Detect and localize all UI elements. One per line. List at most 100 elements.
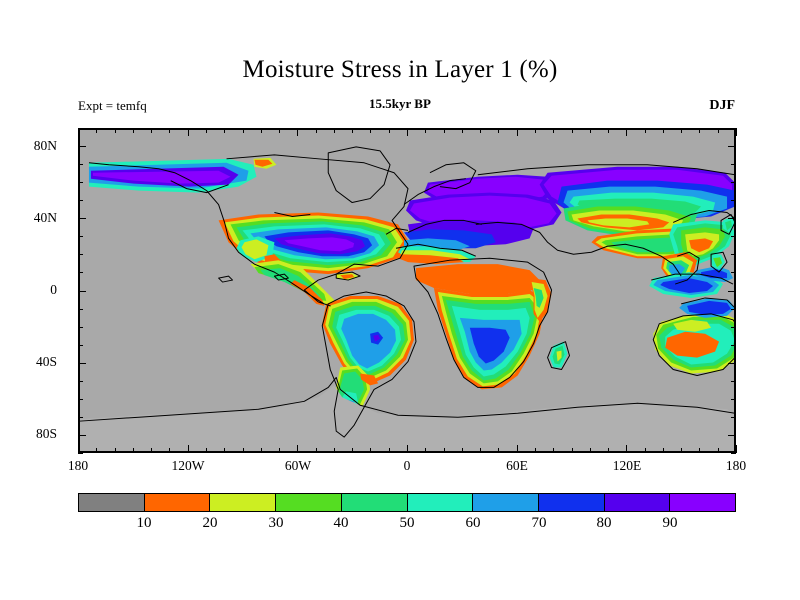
xtick-mark-top bbox=[608, 128, 610, 133]
colorbar-swatch-0-10 bbox=[79, 494, 144, 511]
ytick-mark bbox=[78, 146, 86, 148]
ytick-mark-right bbox=[731, 182, 736, 184]
xtick-mark-top bbox=[242, 128, 244, 133]
ytick-mark bbox=[78, 290, 86, 292]
ytick-mark-right bbox=[731, 380, 736, 382]
colorbar-swatch-40-50 bbox=[340, 494, 407, 511]
xtick-mark-top bbox=[333, 128, 335, 133]
map-svg bbox=[79, 129, 735, 452]
xtick-mark-top bbox=[260, 128, 262, 133]
xtick-mark-top bbox=[443, 128, 445, 133]
ytick-mark-right bbox=[731, 416, 736, 418]
xtick-mark-top bbox=[461, 128, 463, 133]
xtick-mark bbox=[297, 445, 299, 453]
ytick-mark-right bbox=[731, 398, 736, 400]
ytick-mark-right bbox=[728, 362, 736, 364]
ytick-label-80n: 80N bbox=[33, 138, 57, 153]
xtick-mark bbox=[699, 448, 701, 453]
xtick-mark bbox=[553, 448, 555, 453]
ytick-mark bbox=[78, 453, 83, 454]
xtick-mark-top bbox=[169, 128, 171, 133]
xtick-mark-top bbox=[516, 128, 518, 136]
antarctica-fill bbox=[79, 385, 735, 452]
colorbar-tick-70: 70 bbox=[531, 515, 547, 531]
ytick-label-80s: 80S bbox=[35, 426, 57, 441]
xtick-mark-top bbox=[187, 128, 189, 136]
xtick-mark-top bbox=[370, 128, 372, 133]
ytick-mark-right bbox=[731, 164, 736, 166]
xtick-mark bbox=[370, 448, 372, 453]
colorbar-tick-80: 80 bbox=[596, 515, 612, 531]
ytick-mark bbox=[78, 164, 83, 166]
colorbar bbox=[78, 493, 736, 512]
xtick-mark-top bbox=[388, 128, 390, 133]
ytick-mark bbox=[78, 200, 83, 202]
xtick-mark bbox=[534, 448, 536, 453]
colorbar-tick-60: 60 bbox=[465, 515, 481, 531]
xtick-mark bbox=[132, 448, 134, 453]
xtick-label-0: 0 bbox=[403, 458, 411, 473]
xtick-mark bbox=[443, 448, 445, 453]
xtick-mark bbox=[662, 448, 664, 453]
xtick-mark bbox=[480, 448, 482, 453]
xtick-mark bbox=[461, 448, 463, 453]
ytick-mark-right bbox=[731, 200, 736, 202]
ytick-label-0: 0 bbox=[50, 282, 57, 297]
xtick-label-180e: 180 bbox=[725, 458, 747, 473]
ytick-mark bbox=[78, 434, 86, 436]
ytick-mark-right bbox=[731, 236, 736, 238]
xtick-mark bbox=[644, 448, 646, 453]
xtick-mark-top bbox=[589, 128, 591, 133]
xtick-mark-top bbox=[717, 128, 719, 133]
xtick-mark-top bbox=[480, 128, 482, 133]
xtick-mark bbox=[224, 448, 226, 453]
chart-title: Moisture Stress in Layer 1 (%) bbox=[242, 56, 558, 83]
xtick-mark bbox=[681, 448, 683, 453]
colorbar-swatch-80-90 bbox=[603, 494, 670, 511]
ytick-mark-right bbox=[731, 453, 736, 454]
chart-subtitle: 15.5kyr BP bbox=[369, 96, 431, 111]
xtick-mark bbox=[315, 448, 317, 453]
colorbar-tick-30: 30 bbox=[268, 515, 284, 531]
ytick-mark bbox=[78, 398, 83, 400]
colorbar-swatch-20-30 bbox=[209, 494, 276, 511]
xtick-mark-top bbox=[644, 128, 646, 133]
xtick-mark-top bbox=[205, 128, 207, 133]
ytick-mark-right bbox=[728, 290, 736, 292]
xtick-mark bbox=[187, 445, 189, 453]
xtick-mark bbox=[425, 448, 427, 453]
xtick-label-60e: 60E bbox=[506, 458, 528, 473]
ytick-mark bbox=[78, 362, 86, 364]
ytick-mark bbox=[78, 272, 83, 274]
xtick-mark-top bbox=[78, 128, 79, 136]
xtick-mark bbox=[516, 445, 518, 453]
ytick-mark-right bbox=[731, 128, 736, 129]
xtick-mark-top bbox=[553, 128, 555, 133]
xtick-mark-top bbox=[114, 128, 116, 133]
xtick-mark-top bbox=[736, 128, 737, 136]
colorbar-swatch-70-80 bbox=[537, 494, 604, 511]
colorbar-swatch-90-100 bbox=[669, 494, 736, 511]
ytick-label-40n: 40N bbox=[33, 210, 57, 225]
xtick-label-120w: 120W bbox=[171, 458, 205, 473]
xtick-mark-top bbox=[315, 128, 317, 133]
xtick-mark bbox=[589, 448, 591, 453]
colorbar-tick-40: 40 bbox=[333, 515, 349, 531]
colorbar-tick-50: 50 bbox=[399, 515, 415, 531]
xtick-mark-top bbox=[224, 128, 226, 133]
xtick-mark bbox=[151, 448, 153, 453]
xtick-mark bbox=[260, 448, 262, 453]
ytick-mark-right bbox=[731, 308, 736, 310]
ytick-mark-right bbox=[731, 344, 736, 346]
ytick-mark bbox=[78, 344, 83, 346]
xtick-mark-top bbox=[96, 128, 98, 133]
colorbar-swatch-60-70 bbox=[472, 494, 538, 511]
xtick-mark-top bbox=[279, 128, 281, 133]
xtick-mark-top bbox=[626, 128, 628, 136]
colorbar-swatch-30-40 bbox=[275, 494, 341, 511]
colorbar-tick-10: 10 bbox=[136, 515, 152, 531]
ytick-mark bbox=[78, 308, 83, 310]
xtick-mark bbox=[352, 448, 354, 453]
xtick-mark bbox=[114, 448, 116, 453]
